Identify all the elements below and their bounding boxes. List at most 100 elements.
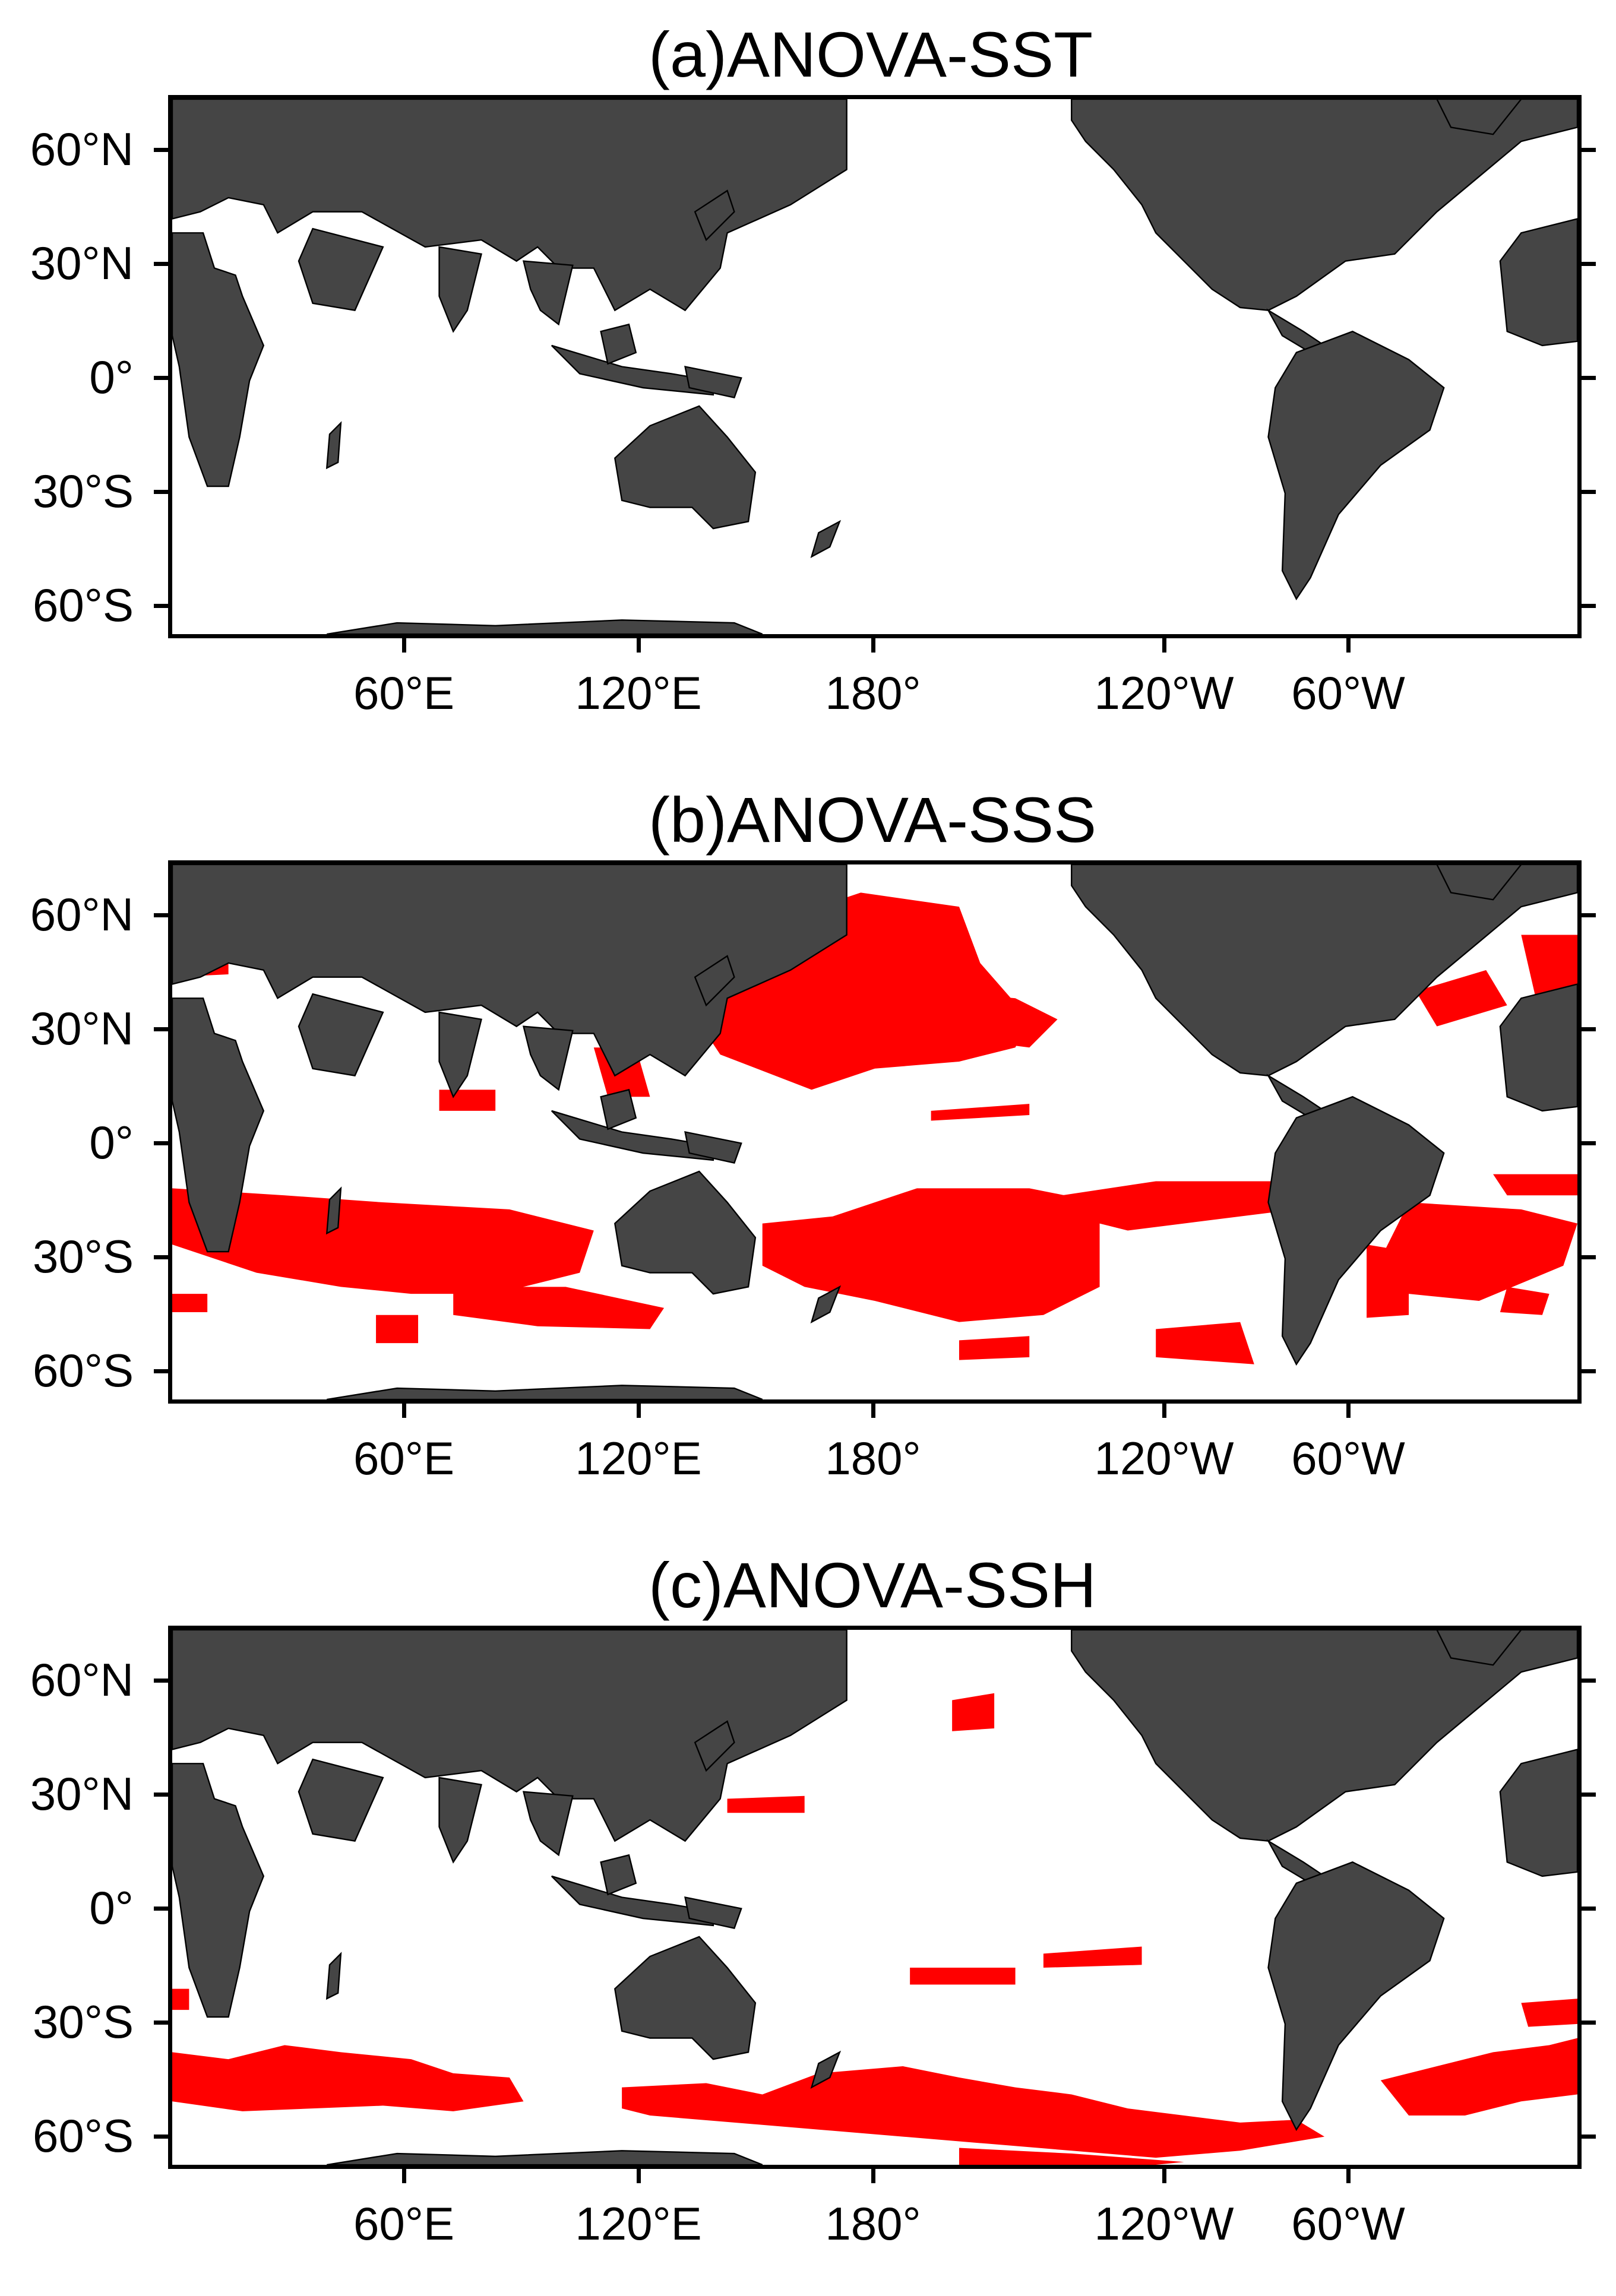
south-america (1267, 330, 1445, 601)
new-zealand (810, 2050, 842, 2089)
sig-north-atlantic-2 (1415, 970, 1507, 1027)
sig-south-pacific-3 (959, 1336, 1030, 1360)
antarctica (327, 1385, 763, 1399)
lat-tick-right (1582, 262, 1596, 266)
lon-tick-bottom (402, 638, 406, 653)
antarctica (327, 2150, 763, 2165)
lat-tick-right (1582, 2135, 1596, 2139)
madagascar (325, 1186, 342, 1235)
japan (694, 1720, 735, 1772)
sig-southern-ocean-east-2 (1521, 1999, 1577, 2027)
lat-tick-left (154, 148, 168, 152)
lat-label-30n: 30°N (30, 237, 134, 289)
lon-tick-bottom (871, 1404, 875, 1418)
se-asia (522, 1025, 574, 1091)
sig-north-pacific-strip (727, 1795, 805, 1813)
world-map (172, 99, 1577, 634)
lat-label-60n: 60°N (30, 888, 134, 940)
sig-southern-ocean-east (1380, 2038, 1577, 2116)
lat-tick-right (1582, 1793, 1596, 1797)
south-america (1267, 1861, 1445, 2132)
lon-label-120w: 120°W (1094, 667, 1234, 719)
india (438, 1011, 482, 1098)
lon-label-120w: 120°W (1094, 1432, 1234, 1484)
lat-label-30n: 30°N (30, 1768, 134, 1820)
new-guinea (684, 1896, 742, 1930)
lat-label-30n: 30°N (30, 1002, 134, 1054)
lat-tick-left (154, 490, 168, 494)
lat-tick-left (154, 1793, 168, 1797)
lat-tick-right (1582, 1907, 1596, 1911)
lat-tick-left (154, 604, 168, 608)
africa (172, 1763, 265, 2018)
greenland (1436, 99, 1522, 135)
sig-indian-west-edge (172, 1988, 189, 2010)
lat-tick-right (1582, 1027, 1596, 1031)
india (438, 1776, 482, 1864)
japan (694, 955, 735, 1007)
sig-south-ocean-edge (172, 1294, 208, 1312)
lon-label-60w: 60°W (1291, 1432, 1405, 1484)
sig-north-pacific-blob (952, 1693, 995, 1731)
eurasia (172, 1630, 847, 1842)
arabia (298, 993, 384, 1076)
eurasia (172, 99, 847, 312)
south-america (1267, 1095, 1445, 1366)
new-zealand (810, 520, 842, 558)
lon-tick-bottom (1346, 1404, 1351, 1418)
new-guinea (684, 1130, 742, 1164)
sig-south-indian-3 (376, 1315, 419, 1344)
lon-tick-bottom (1346, 638, 1351, 653)
panel-c-ssh: (c)ANOVA-SSH (0, 1531, 1616, 2296)
map-frame (168, 1626, 1582, 2169)
world-map (172, 1630, 1577, 2165)
sig-bay-of-bengal (439, 1090, 496, 1111)
lon-label-60e: 60°E (353, 1432, 454, 1484)
lon-tick-bottom (402, 2169, 406, 2183)
lat-tick-right (1582, 1679, 1596, 1683)
panel-title: (c)ANOVA-SSH (649, 1549, 1097, 1621)
lat-tick-left (154, 2135, 168, 2139)
lon-tick-bottom (1162, 638, 1166, 653)
sig-patagonia (1367, 1244, 1409, 1318)
lon-label-180: 180° (825, 667, 921, 719)
india (438, 246, 482, 333)
lon-label-60e: 60°E (353, 667, 454, 719)
lat-tick-right (1582, 376, 1596, 380)
west-africa-edge (1499, 218, 1577, 347)
lon-tick-bottom (637, 2169, 641, 2183)
lat-label-60s: 60°S (33, 2110, 134, 2162)
madagascar (325, 421, 342, 470)
lon-tick-bottom (1346, 2169, 1351, 2183)
lon-tick-bottom (402, 1404, 406, 1418)
new-guinea (684, 365, 742, 399)
lat-tick-left (154, 1369, 168, 1373)
west-africa-edge (1499, 983, 1577, 1112)
borneo (600, 323, 637, 365)
lon-label-120e: 120°E (575, 667, 702, 719)
panel-title: (a)ANOVA-SST (649, 18, 1093, 90)
sig-south-pacific-strip (910, 1968, 1016, 1985)
lon-tick-bottom (1162, 1404, 1166, 1418)
arabia (298, 227, 384, 311)
eurasia (172, 864, 847, 1077)
lat-tick-left (154, 1141, 168, 1145)
sig-east-atlantic-small (1500, 1287, 1549, 1315)
sig-southern-ocean-mid (622, 2066, 1325, 2158)
sig-south-indian-2 (453, 1287, 665, 1329)
lat-label-30s: 30°S (33, 1996, 134, 2048)
lat-tick-right (1582, 1141, 1596, 1145)
lon-label-60w: 60°W (1291, 2197, 1405, 2250)
lon-tick-bottom (871, 638, 875, 653)
lat-tick-left (154, 1907, 168, 1911)
africa (172, 232, 265, 487)
australia (614, 405, 757, 530)
sig-southern-ocean-low (959, 2148, 1184, 2165)
lon-label-180: 180° (825, 1432, 921, 1484)
lat-label-60s: 60°S (33, 579, 134, 631)
lat-tick-right (1582, 604, 1596, 608)
map-frame (168, 95, 1582, 638)
se-asia (522, 260, 574, 326)
sig-equatorial-strip (931, 1104, 1030, 1121)
lat-tick-left (154, 1255, 168, 1259)
